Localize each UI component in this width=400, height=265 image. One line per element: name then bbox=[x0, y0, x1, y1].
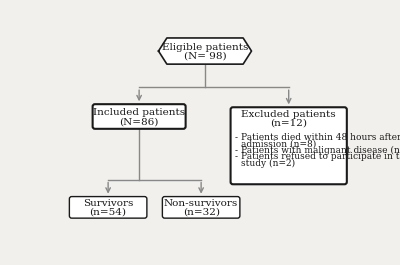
FancyBboxPatch shape bbox=[69, 197, 147, 218]
Text: Excluded patients: Excluded patients bbox=[241, 111, 336, 120]
Text: (n=32): (n=32) bbox=[183, 207, 220, 217]
Text: (N= 98): (N= 98) bbox=[184, 52, 226, 61]
Text: Survivors: Survivors bbox=[83, 199, 133, 208]
Text: (N=86): (N=86) bbox=[120, 117, 159, 126]
Polygon shape bbox=[158, 38, 252, 64]
Text: Patients with malignant disease (n=2): Patients with malignant disease (n=2) bbox=[241, 146, 400, 155]
Text: Included patients: Included patients bbox=[93, 108, 185, 117]
FancyBboxPatch shape bbox=[93, 104, 186, 129]
Text: study (n=2): study (n=2) bbox=[241, 159, 295, 168]
Text: Eligible patients: Eligible patients bbox=[162, 43, 248, 52]
Text: (n=12): (n=12) bbox=[270, 119, 307, 128]
Text: Patients refused to participate in the: Patients refused to participate in the bbox=[241, 152, 400, 161]
Text: -: - bbox=[234, 146, 238, 155]
Text: Non-survivors: Non-survivors bbox=[164, 199, 238, 208]
Text: Patients died within 48 hours after: Patients died within 48 hours after bbox=[241, 133, 400, 142]
FancyBboxPatch shape bbox=[162, 197, 240, 218]
Text: -: - bbox=[234, 133, 238, 142]
Text: (n=54): (n=54) bbox=[90, 207, 127, 217]
Text: -: - bbox=[234, 152, 238, 161]
Text: admission (n=8): admission (n=8) bbox=[241, 139, 316, 148]
FancyBboxPatch shape bbox=[230, 107, 347, 184]
